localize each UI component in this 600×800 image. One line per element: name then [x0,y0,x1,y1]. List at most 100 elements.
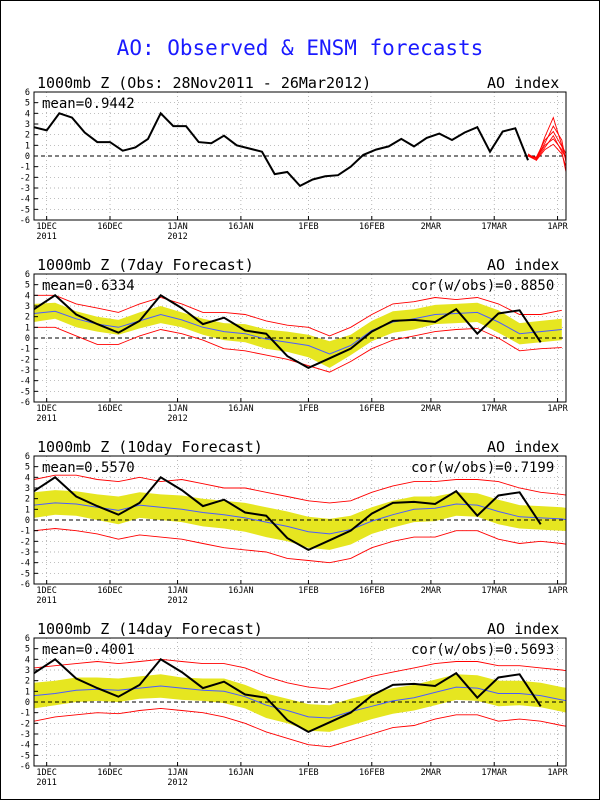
y-tick-label: -5 [20,387,30,397]
ensemble-mean-line [34,685,566,719]
y-tick-label: -2 [20,173,30,183]
y-tick-label: 2 [25,313,30,323]
ensemble-max-line [34,658,566,690]
x-tick-label: 16JAN [228,586,254,596]
x-tick-label: 2MAR [421,222,442,232]
y-tick-label: 1 [25,687,30,697]
x-tick-label: 16FEB [359,768,385,778]
x-tick-label: 16JAN [228,222,254,232]
panel-2-ylabel: AO index [487,256,560,274]
panel-3-title: 1000mb Z (10day Forecast) [37,438,263,456]
forecast-member-line-4 [527,130,566,159]
y-tick-label: -4 [20,377,30,387]
y-tick-label: 1 [25,505,30,515]
y-tick-label: -6 [20,216,30,226]
x-tick-label: 16DEC [97,768,123,778]
y-tick-label: -1 [20,163,30,173]
x-tick-label: 1DEC [36,404,56,414]
x-tick-label: 16JAN [228,768,254,778]
y-tick-label: 4 [25,291,30,301]
y-tick-label: 0 [25,334,30,344]
x-tick-label: 16DEC [97,586,123,596]
y-tick-label: 6 [25,634,30,644]
panel-2-plot [34,293,566,373]
x-tick-label: 17MAR [481,404,507,414]
y-tick-label: 3 [25,120,30,130]
panel-4-mean: mean=0.4001 [42,642,135,658]
observed-line [34,657,542,734]
y-tick-label: -2 [20,537,30,547]
y-tick-label: 4 [25,655,30,665]
y-tick-label: -3 [20,730,30,740]
y-tick-label: -2 [20,719,30,729]
x-tick-label: 1FEB [298,586,318,596]
x-tick-label: 1FEB [298,222,318,232]
x-tick-year-label: 2011 [36,778,56,788]
y-tick-label: 0 [25,516,30,526]
y-tick-label: -3 [20,366,30,376]
x-tick-label: 1JAN [167,404,187,414]
x-tick-label: 16FEB [359,404,385,414]
panel-3-plot [34,474,566,564]
panel-1-plot [34,111,566,188]
ensemble-mean-line [34,310,562,355]
y-tick-label: 1 [25,141,30,151]
panel-2-correlation: cor(w/obs)=0.8850 [411,278,555,294]
x-tick-year-label: 2011 [36,596,56,606]
x-tick-label: 1APR [547,222,568,232]
ensemble-spread-band [34,302,562,368]
x-tick-label: 1DEC [36,586,56,596]
y-tick-label: -6 [20,580,30,590]
y-tick-label: 2 [25,131,30,141]
x-tick-label: 17MAR [481,222,507,232]
panel-4-ylabel: AO index [487,620,560,638]
y-tick-label: -6 [20,762,30,772]
panel-1-title: 1000mb Z (Obs: 28Nov2011 - 26Mar2012) [37,74,372,92]
x-tick-label: 16FEB [359,586,385,596]
forecast-member-line-6 [527,138,566,160]
y-tick-label: 1 [25,323,30,333]
y-tick-label: -3 [20,184,30,194]
x-tick-label: 1APR [547,586,568,596]
panel-1-mean: mean=0.9442 [42,96,135,112]
y-tick-label: 5 [25,463,30,473]
ensemble-mean-line [34,502,566,535]
x-tick-label: 1JAN [167,586,187,596]
x-tick-year-label: 2012 [167,232,187,242]
x-tick-label: 2MAR [421,586,442,596]
y-tick-label: -4 [20,741,30,751]
y-tick-label: 5 [25,645,30,655]
x-tick-label: 1DEC [36,222,56,232]
x-tick-label: 16DEC [97,404,123,414]
y-tick-label: 0 [25,698,30,708]
page-title: AO: Observed & ENSM forecasts [116,36,484,60]
ensemble-max-line [34,474,566,504]
y-tick-label: -2 [20,355,30,365]
observed-line [34,111,529,188]
x-tick-label: 17MAR [481,768,507,778]
y-tick-label: -4 [20,559,30,569]
x-tick-label: 1FEB [298,404,318,414]
panel-4-correlation: cor(w/obs)=0.5693 [411,642,555,658]
y-tick-label: -1 [20,527,30,537]
y-tick-label: 3 [25,484,30,494]
ensemble-spread-band [34,674,566,732]
y-tick-label: 6 [25,452,30,462]
x-tick-label: 17MAR [481,586,507,596]
x-tick-label: 1APR [547,404,568,414]
x-tick-label: 1APR [547,768,568,778]
y-tick-label: -1 [20,345,30,355]
y-tick-label: 2 [25,677,30,687]
x-tick-label: 16DEC [97,222,123,232]
x-tick-label: 1DEC [36,768,56,778]
y-tick-label: -5 [20,205,30,215]
y-tick-label: 0 [25,152,30,162]
y-tick-label: -5 [20,751,30,761]
ensemble-min-line [34,707,566,748]
y-tick-label: 5 [25,99,30,109]
ensemble-max-line [34,294,562,337]
x-tick-label: 2MAR [421,404,442,414]
y-tick-label: 2 [25,495,30,505]
panel-3-ylabel: AO index [487,438,560,456]
